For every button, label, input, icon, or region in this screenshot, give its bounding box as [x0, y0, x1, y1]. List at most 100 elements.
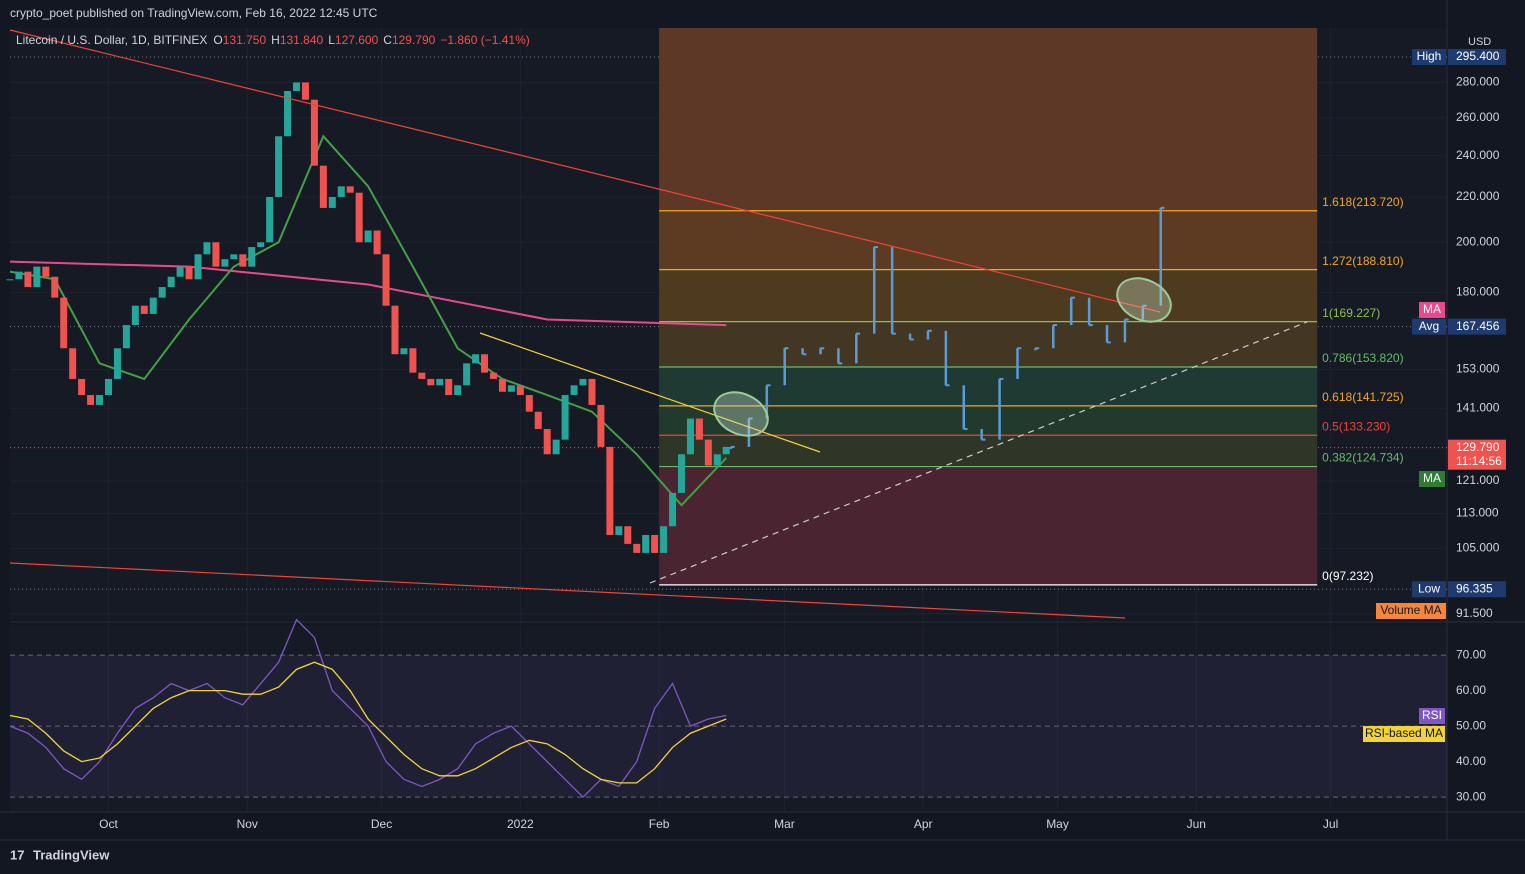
candle [33, 266, 41, 288]
candle [284, 90, 292, 137]
candle [185, 266, 193, 280]
tag-label: Avg [1419, 319, 1439, 333]
y-tick-label: 260.000 [1456, 110, 1500, 124]
x-tick-label: Oct [99, 817, 118, 831]
projection-bar [765, 385, 769, 419]
projection-bar [980, 428, 983, 440]
candle [445, 378, 453, 396]
x-tick-label: Feb [649, 817, 670, 831]
fib-label: 0.786(153.820) [1322, 351, 1403, 365]
tag-value: 167.456 [1456, 319, 1500, 333]
trend-line [479, 332, 821, 453]
fib-zone [659, 210, 1318, 270]
candle [481, 354, 489, 373]
x-tick-label: Dec [371, 817, 392, 831]
y-tick-label: 220.000 [1456, 189, 1500, 203]
ohlc-key: L [328, 33, 335, 47]
tag-bg [1412, 581, 1446, 598]
projection-bar [872, 247, 876, 334]
tag-value: 96.335 [1456, 581, 1493, 595]
projection-bar [855, 333, 858, 364]
ohlc-value: 131.840 [280, 33, 324, 47]
candle [149, 297, 157, 314]
trend-line [9, 562, 1126, 619]
fib-zone [659, 28, 1318, 211]
candle [248, 247, 256, 267]
price-tag: Avg 167.456 [1412, 318, 1506, 335]
candle [624, 526, 632, 544]
tag-bg [1419, 471, 1445, 487]
y-tick-label: 50.00 [1456, 718, 1486, 732]
tag-value: 129.790 [1456, 440, 1500, 454]
candle [686, 418, 694, 455]
candle [597, 404, 605, 447]
candle [6, 279, 14, 281]
candle [498, 378, 506, 392]
candle [69, 348, 77, 379]
y-tick-label: 153.000 [1456, 362, 1500, 376]
candle [472, 354, 480, 364]
currency[interactable]: USD [1468, 36, 1491, 48]
projection-bar [926, 330, 930, 340]
candle [704, 439, 712, 466]
candle [695, 418, 703, 440]
projection-bar [944, 330, 948, 386]
candle [606, 446, 614, 535]
fib-zone [659, 435, 1318, 467]
candle [400, 348, 408, 355]
rsi-tag: RSI [1422, 708, 1442, 722]
projection-bar [837, 348, 840, 364]
rsi-pane [10, 625, 1447, 812]
tag-bg [1448, 439, 1506, 470]
price-tag: Low 96.335 [1412, 581, 1506, 598]
projection-bar [783, 348, 786, 386]
candle [310, 99, 318, 166]
volume-ma-tag: Volume MA [1380, 603, 1441, 617]
fib-zone [659, 269, 1318, 322]
rsi-ma-tag: RSI-based MA [1365, 726, 1443, 740]
candle [158, 287, 166, 298]
candle [24, 271, 32, 288]
y-tick-label: 141.000 [1456, 400, 1500, 414]
y-tick-label: 200.000 [1456, 234, 1500, 248]
fib-zone [659, 321, 1318, 367]
candle [221, 259, 229, 267]
candle [588, 378, 596, 405]
candle [409, 348, 417, 373]
x-tick-label: Jun [1187, 817, 1206, 831]
moving-average [9, 260, 727, 327]
candle [78, 378, 86, 396]
tag-bg [1412, 49, 1446, 66]
rsi-line [9, 661, 727, 784]
rsi-band [10, 655, 1447, 798]
tag-bg [1419, 708, 1445, 724]
projection-bar [1069, 297, 1073, 326]
candle [427, 378, 435, 386]
candle [418, 372, 426, 379]
candle [552, 439, 560, 455]
candle [113, 348, 121, 379]
x-tick-label: Jul [1323, 817, 1338, 831]
y-tick-label: 280.000 [1456, 75, 1500, 89]
y-tick-label: 105.000 [1456, 541, 1500, 555]
y-tick-label: 240.000 [1456, 148, 1500, 162]
candle [87, 395, 95, 405]
projection-bar [1123, 319, 1127, 343]
candle [713, 454, 721, 466]
candle [516, 385, 524, 396]
y-tick-label: 121.000 [1456, 473, 1500, 487]
projection-bar [1105, 325, 1109, 343]
ohlc-key: H [271, 33, 280, 47]
y-tick-label: 113.000 [1456, 506, 1499, 520]
fib-label: 0(97.232) [1322, 569, 1373, 583]
x-tick-label: Nov [237, 817, 258, 831]
projection-bar [962, 385, 966, 429]
candle [167, 276, 175, 288]
fib-zone [659, 366, 1318, 406]
candle [579, 378, 587, 386]
tag-value: 295.400 [1456, 49, 1500, 63]
fib-zone [659, 405, 1318, 436]
trend-line [9, 29, 1161, 313]
y-tick-label: 180.000 [1456, 284, 1500, 298]
candle [364, 230, 372, 243]
